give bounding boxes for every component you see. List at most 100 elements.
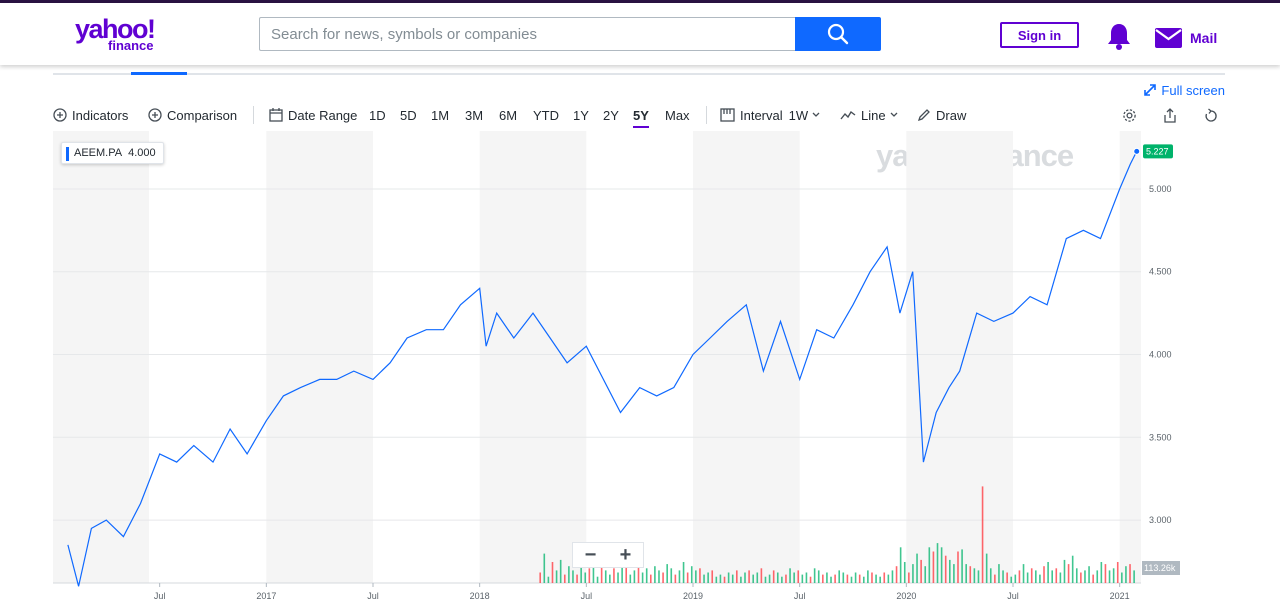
full-screen-label: Full screen <box>1161 82 1225 98</box>
draw-button[interactable]: Draw <box>917 104 966 126</box>
indicators-button[interactable]: Indicators <box>53 104 128 126</box>
y-axis: 3.000 3.500 4.000 4.500 5.000 <box>1149 184 1172 525</box>
date-range-button[interactable]: Date Range <box>269 104 357 126</box>
volume-bar <box>707 572 709 583</box>
comparison-button[interactable]: Comparison <box>148 104 237 126</box>
interval-icon <box>720 108 735 122</box>
volume-bar <box>928 547 931 583</box>
volume-bar <box>854 572 857 583</box>
chart-type-label: Line <box>861 107 886 123</box>
volume-bar <box>678 570 681 583</box>
range-5d[interactable]: 5D <box>400 107 417 123</box>
range-2y[interactable]: 2Y <box>603 107 619 123</box>
settings-button[interactable] <box>1122 104 1142 126</box>
volume-bar <box>670 568 673 583</box>
volume-readout: 113.26k <box>1142 561 1180 575</box>
volume-bar <box>924 566 927 583</box>
interval-label: Interval <box>740 107 783 123</box>
x-tick-label: 2021 <box>1110 591 1130 601</box>
share-icon <box>1164 107 1176 123</box>
range-5y[interactable]: 5Y <box>633 104 649 128</box>
volume-bar <box>1059 572 1062 583</box>
x-tick-label: 2020 <box>896 591 916 601</box>
volume-bar <box>1108 570 1111 583</box>
volume-bar <box>1071 555 1074 583</box>
volume-bar <box>809 576 812 583</box>
chart-type-button[interactable]: Line <box>840 104 903 126</box>
volume-bar <box>772 570 775 583</box>
volume-bar <box>764 576 767 583</box>
volume-bar <box>690 566 693 583</box>
volume-bar <box>715 576 718 583</box>
volume-bar <box>1084 570 1086 583</box>
comparison-label: Comparison <box>167 107 238 123</box>
volume-bar <box>838 570 841 583</box>
volume-bar <box>793 572 795 583</box>
range-1y[interactable]: 1Y <box>573 107 589 123</box>
y-tick-label: 3.500 <box>1149 432 1172 442</box>
volume-bar <box>781 576 783 583</box>
volume-bar <box>981 486 984 583</box>
range-3m[interactable]: 3M <box>465 107 484 123</box>
full-screen-button[interactable]: Full screen <box>1144 82 1225 98</box>
notifications-button[interactable] <box>1106 22 1132 50</box>
volume-bar <box>686 572 689 583</box>
yahoo-finance-logo[interactable]: yahoo! finance <box>75 15 170 57</box>
share-button[interactable] <box>1163 104 1182 126</box>
volume-bar <box>1055 568 1058 583</box>
volume-bar <box>682 562 685 583</box>
volume-bar <box>822 574 824 583</box>
mail-label: Mail <box>1190 30 1218 46</box>
range-6m[interactable]: 6M <box>499 107 518 123</box>
zoom-out-button[interactable]: − <box>584 543 597 566</box>
range-1d[interactable]: 1D <box>369 107 386 123</box>
mail-link[interactable]: Mail <box>1155 27 1227 49</box>
range-1m[interactable]: 1M <box>431 107 450 123</box>
interval-button[interactable]: Interval 1W <box>720 104 825 126</box>
volume-bar <box>957 551 959 583</box>
last-price-label: 5.227 <box>1146 146 1169 156</box>
volume-bar <box>539 572 541 583</box>
volume-bar <box>559 559 562 583</box>
volume-bar <box>703 574 705 583</box>
volume-bar <box>637 559 640 583</box>
volume-bar <box>850 576 853 583</box>
volume-bar <box>846 574 849 583</box>
volume-bar <box>887 574 890 583</box>
symbol-legend[interactable]: AEEM.PA 4.000 <box>61 142 164 164</box>
volume-bar <box>817 570 820 583</box>
volume-bar <box>994 574 996 583</box>
volume-bar <box>760 568 763 583</box>
volume-bar <box>604 570 607 583</box>
legend-value: 4.000 <box>128 147 156 159</box>
x-tick-label: 2019 <box>683 591 703 601</box>
range-max[interactable]: Max <box>665 107 690 123</box>
volume-bar <box>965 564 967 583</box>
volume-bar <box>899 547 902 583</box>
search-input[interactable] <box>259 17 795 51</box>
price-chart[interactable]: 3.000 3.500 4.000 4.500 5.000 Jul 2017 Jul 2018… <box>53 131 1225 607</box>
volume-bar <box>752 574 754 583</box>
volume-bar <box>1067 564 1070 583</box>
reset-button[interactable] <box>1204 104 1223 126</box>
volume-bar <box>551 562 554 583</box>
volume-bar <box>563 574 566 583</box>
volume-bar <box>912 564 914 583</box>
volume-bar <box>785 574 787 583</box>
toolbar-divider <box>706 106 707 124</box>
reset-icon <box>1205 107 1217 122</box>
search-button[interactable] <box>795 17 881 51</box>
volume-bar <box>756 572 759 583</box>
volume-bar <box>543 553 546 583</box>
volume-bar <box>711 570 714 583</box>
range-ytd[interactable]: YTD <box>533 107 559 123</box>
volume-bar <box>1047 562 1049 583</box>
volume-bar <box>641 572 644 583</box>
volume-bar <box>633 570 636 583</box>
volume-bar <box>985 553 988 583</box>
volume-bar <box>871 572 873 583</box>
volume-bar <box>867 570 869 583</box>
zoom-in-button[interactable]: + <box>619 543 632 566</box>
volume-bar <box>1039 574 1041 583</box>
sign-in-button[interactable]: Sign in <box>1000 22 1079 48</box>
